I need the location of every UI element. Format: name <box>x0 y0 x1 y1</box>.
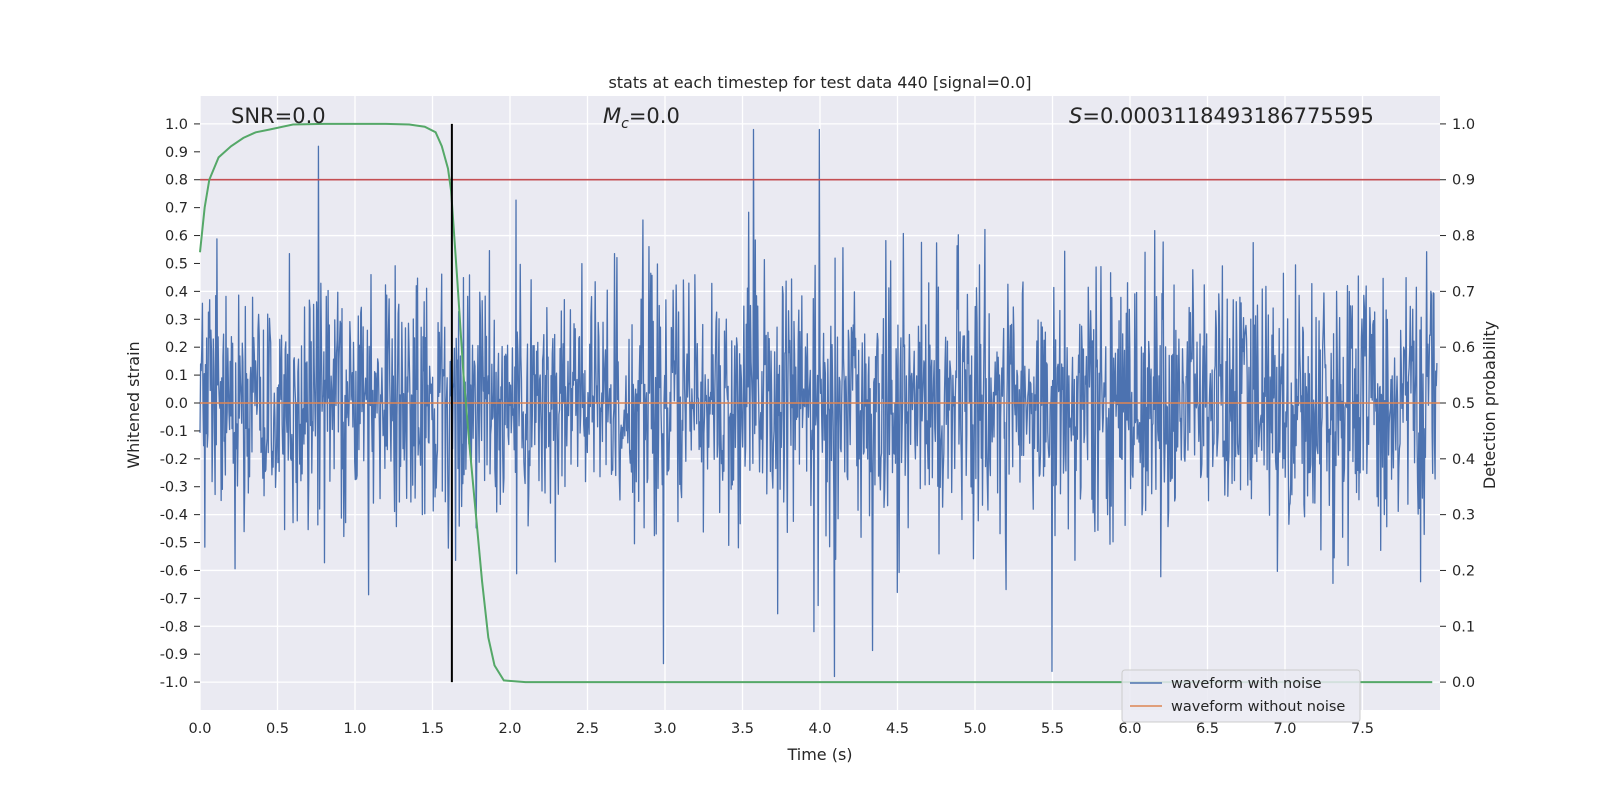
x-tick-label: 2.0 <box>498 721 521 737</box>
x-tick-label: 7.0 <box>1273 721 1296 737</box>
left-tick-label: -0.2 <box>160 452 188 468</box>
left-tick-label: 0.5 <box>165 256 188 272</box>
s-value: =0.0003118493186775595 <box>1082 104 1374 128</box>
right-tick-label: 0.0 <box>1452 675 1475 691</box>
right-tick-label: 0.9 <box>1452 173 1475 189</box>
x-tick-label: 3.5 <box>731 721 754 737</box>
x-tick-label: 6.5 <box>1196 721 1219 737</box>
right-tick-label: 0.8 <box>1452 229 1475 245</box>
x-tick-label: 4.0 <box>808 721 831 737</box>
series-waveform-with-noise <box>199 128 1438 678</box>
snr-annotation: SNR=0.0 <box>231 104 326 128</box>
left-tick-label: 0.3 <box>165 312 188 328</box>
chirp-mass-annotation: Mc=0.0 <box>603 104 680 132</box>
right-tick-label: 0.7 <box>1452 284 1475 300</box>
legend-label-waveform-with-noise: waveform with noise <box>1171 676 1322 692</box>
left-tick-label: 0.0 <box>165 396 188 412</box>
x-tick-label: 3.0 <box>653 721 676 737</box>
x-tick-label: 1.5 <box>421 721 444 737</box>
right-tick-label: 0.1 <box>1452 619 1475 635</box>
y-axis-label-left: Whitened strain <box>124 341 143 468</box>
left-tick-label: 0.6 <box>165 229 188 245</box>
s-symbol: S <box>1069 104 1082 128</box>
x-tick-label: 5.5 <box>1041 721 1064 737</box>
x-tick-label: 2.5 <box>576 721 599 737</box>
left-tick-label: 1.0 <box>165 117 188 133</box>
right-tick-label: 1.0 <box>1452 117 1475 133</box>
s-annotation: S=0.0003118493186775595 <box>1069 104 1374 128</box>
waveform-with-noise-line <box>199 128 1438 678</box>
x-tick-label: 1.0 <box>343 721 366 737</box>
x-tick-label: 5.0 <box>963 721 986 737</box>
left-tick-label: -0.6 <box>160 563 188 579</box>
left-tick-label: 0.1 <box>165 368 188 384</box>
overlay-lines <box>199 122 1440 684</box>
legend: waveform with noise waveform without noi… <box>1121 669 1361 723</box>
left-tick-label: -0.1 <box>160 424 188 440</box>
right-tick-label: 0.2 <box>1452 563 1475 579</box>
left-tick-label: 0.7 <box>165 201 188 217</box>
left-tick-label: 0.4 <box>165 284 188 300</box>
left-tick-label: -0.7 <box>160 591 188 607</box>
detection-probability-line <box>199 122 1433 684</box>
chart-title: stats at each timestep for test data 440… <box>608 73 1031 92</box>
axis-ticks: 0.0 0.5 1.0 1.5 2.0 2.5 3.0 3.5 4.0 4.5 5.0 5.5 6.0 6… <box>160 117 1475 737</box>
right-tick-label: 0.6 <box>1452 340 1475 356</box>
right-tick-label: 0.4 <box>1452 452 1475 468</box>
left-tick-label: -0.8 <box>160 619 188 635</box>
chirp-mass-value: =0.0 <box>629 104 680 128</box>
x-tick-label: 0.0 <box>188 721 211 737</box>
chirp-mass-subscript: c <box>621 116 629 132</box>
left-tick-label: 0.9 <box>165 145 188 161</box>
left-tick-label: -1.0 <box>160 675 188 691</box>
x-axis-label: Time (s) <box>786 745 852 764</box>
x-tick-label: 4.5 <box>886 721 909 737</box>
right-tick-label: 0.5 <box>1452 396 1475 412</box>
x-tick-label: 6.0 <box>1118 721 1141 737</box>
left-tick-label: -0.4 <box>160 508 188 524</box>
left-tick-label: 0.2 <box>165 340 188 356</box>
left-tick-label: -0.9 <box>160 647 188 663</box>
x-tick-label: 7.5 <box>1351 721 1374 737</box>
y-axis-label-right: Detection probability <box>1480 321 1499 489</box>
chirp-mass-symbol: M <box>603 104 621 128</box>
legend-box <box>1121 669 1361 723</box>
left-tick-label: -0.5 <box>160 536 188 552</box>
right-tick-label: 0.3 <box>1452 508 1475 524</box>
legend-label-waveform-without-noise: waveform without noise <box>1171 699 1345 715</box>
left-tick-label: 0.8 <box>165 173 188 189</box>
x-tick-label: 0.5 <box>266 721 289 737</box>
left-tick-label: -0.3 <box>160 480 188 496</box>
